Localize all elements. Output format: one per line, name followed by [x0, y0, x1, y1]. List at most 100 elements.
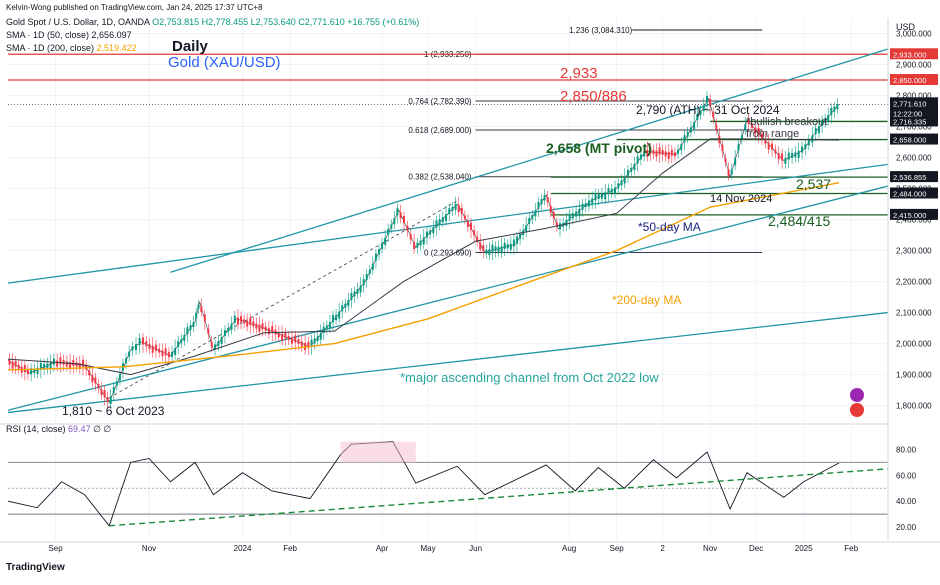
candle-body [797, 150, 800, 158]
candle-body [491, 244, 494, 252]
candle-body [381, 244, 384, 250]
candle-body [667, 151, 670, 159]
price-panel [8, 18, 888, 418]
y-tick-3: 2,100.000 [896, 309, 932, 318]
candle-body [777, 153, 780, 160]
candle-body [515, 236, 518, 244]
annot-2484: 2,484/415 [768, 213, 830, 229]
annot-2933: 2,933 [560, 65, 598, 82]
level-axis-label-0: 2,933.000 [893, 50, 926, 59]
candle-body [594, 193, 597, 201]
candle-body [818, 126, 821, 134]
rsi-y-tick-1: 40.00 [896, 497, 917, 506]
instrument-title: Gold (XAU/USD) [168, 54, 281, 71]
rsi-legend[interactable]: RSI (14, close) 69.47 ∅ ∅ [6, 424, 111, 435]
candle-body [350, 293, 353, 301]
annot-channel: *major ascending channel from Oct 2022 l… [400, 370, 659, 385]
candle-body [406, 225, 409, 231]
x-tick-7: Aug [562, 544, 576, 553]
sma50-legend-label: SMA · 1D (50, close) [6, 30, 90, 40]
candle-body [396, 208, 399, 216]
timeframe-title: Daily [172, 38, 208, 55]
sma200-line [7, 181, 840, 371]
candle-body [378, 249, 381, 255]
flag-icon[interactable] [850, 403, 864, 417]
candle-body [103, 390, 106, 398]
candle-body [473, 230, 476, 236]
candle-body [365, 274, 368, 281]
candle-body [148, 344, 151, 350]
tradingview-logo[interactable]: TradingView [6, 562, 65, 573]
candle-body [39, 362, 42, 370]
candle-body [65, 361, 68, 367]
candle-body [781, 153, 784, 161]
candle-body [203, 314, 206, 322]
candle-body [399, 212, 402, 219]
symbol-name[interactable]: Gold Spot / U.S. Dollar, 1D, OANDA [6, 17, 150, 27]
rsi-y-tick-0: 20.00 [896, 523, 917, 532]
candle-body [549, 205, 552, 213]
x-tick-11: Dec [749, 544, 763, 553]
candle-body [332, 315, 335, 323]
candle-body [727, 169, 730, 176]
level-axis-box-1 [890, 74, 938, 86]
candle-body [509, 243, 512, 250]
candle-body [558, 223, 561, 230]
candle-body [252, 321, 255, 327]
last-price-box [890, 97, 938, 120]
fib-label-5: 1.236 (3,084.310) [569, 26, 632, 35]
lightning-icon[interactable] [850, 388, 864, 402]
currency-label[interactable]: USD [896, 22, 916, 32]
candle-body [118, 374, 121, 381]
sma50-legend-value: 2,656.097 [91, 30, 132, 40]
x-tick-3: Feb [283, 544, 297, 553]
candle-body [131, 346, 134, 351]
candle-body [626, 169, 629, 176]
candle-body [207, 328, 210, 334]
candle-body [604, 192, 607, 200]
level-axis-label-6: 2,415.000 [893, 211, 926, 220]
level-axis-label-3: 2,658.000 [893, 136, 926, 145]
candle-body [49, 362, 52, 370]
candle-body [646, 149, 649, 157]
candle-body [460, 207, 463, 214]
levels-layer: 0 (2,293.690) 0.382 (2,538.040) 0.618 (2,6… [8, 26, 888, 258]
candle-body [429, 230, 432, 235]
candle-body [46, 363, 49, 369]
candle-body [287, 336, 290, 341]
candle-body [750, 123, 753, 128]
candle-body [138, 338, 141, 346]
candle-body [223, 330, 226, 337]
candle-body [135, 344, 138, 351]
candle-body [680, 144, 683, 151]
candle-body [500, 246, 503, 254]
candle-body [811, 135, 814, 143]
candle-body [217, 341, 220, 347]
candle-body [180, 339, 183, 344]
annot-sma200: *200-day MA [612, 293, 681, 307]
candle-body [432, 227, 435, 234]
candle-body [174, 347, 177, 355]
candle-body [43, 363, 46, 369]
candle-body [435, 220, 438, 228]
candle-body [754, 127, 757, 134]
y-tick-10: 2,800.000 [896, 92, 932, 101]
candle-body [699, 110, 702, 115]
rsi-y-tick-3: 80.00 [896, 445, 917, 454]
fib-label-0: 0 (2,293.690) [424, 249, 472, 258]
sma200-legend[interactable]: SMA · 1D (200, close) 2,519.422 [6, 43, 137, 53]
candle-body [200, 305, 203, 312]
candle-body [344, 303, 347, 308]
rsi-layer [7, 441, 889, 527]
candle-body [189, 325, 192, 331]
candle-body [167, 352, 170, 358]
candle-body [128, 351, 131, 357]
candle-body [571, 213, 574, 219]
sma50-legend[interactable]: SMA · 1D (50, close) 2,656.097 [6, 30, 132, 40]
candle-body [633, 164, 636, 171]
candle-body [787, 152, 790, 160]
candle-body [686, 131, 689, 137]
candle-body [307, 341, 310, 348]
candle-body [702, 105, 705, 112]
